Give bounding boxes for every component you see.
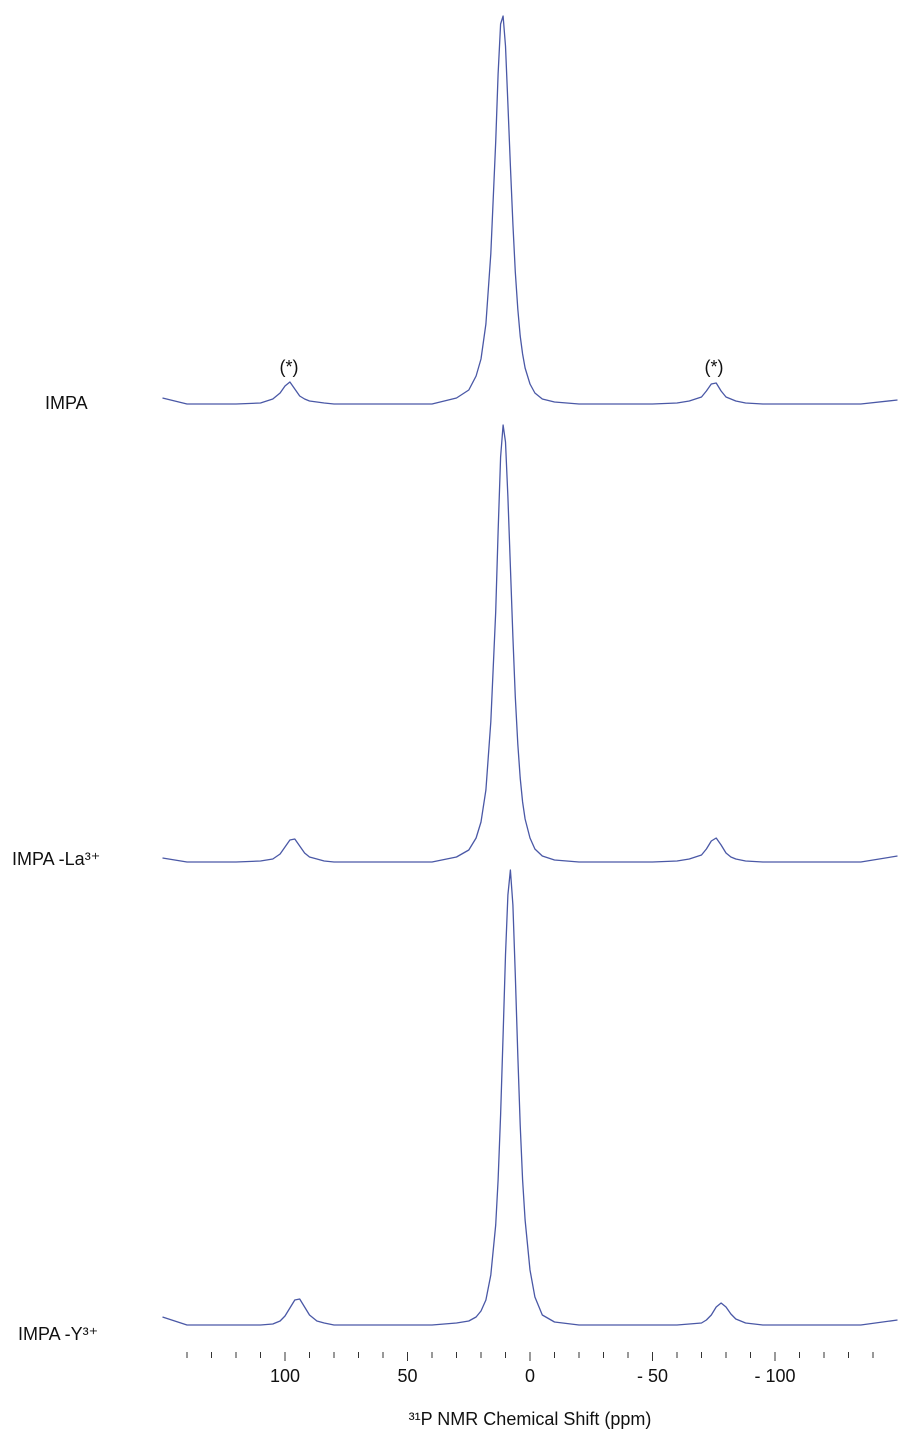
spectrum-line — [162, 15, 898, 405]
x-tick-label: - 50 — [637, 1366, 668, 1386]
series-label: IMPA — [45, 393, 88, 413]
x-tick-label: 0 — [525, 1366, 535, 1386]
series-label: IMPA -Y³⁺ — [18, 1324, 98, 1344]
x-axis-title: ³¹P NMR Chemical Shift (ppm) — [409, 1409, 652, 1429]
spectrum-line — [162, 424, 898, 863]
x-tick-label: 100 — [270, 1366, 300, 1386]
annotation: (*) — [280, 357, 299, 377]
series-label: IMPA -La³⁺ — [12, 849, 100, 869]
x-tick-label: 50 — [397, 1366, 417, 1386]
annotation: (*) — [705, 357, 724, 377]
spectrum-line — [162, 869, 898, 1326]
x-tick-label: - 100 — [754, 1366, 795, 1386]
